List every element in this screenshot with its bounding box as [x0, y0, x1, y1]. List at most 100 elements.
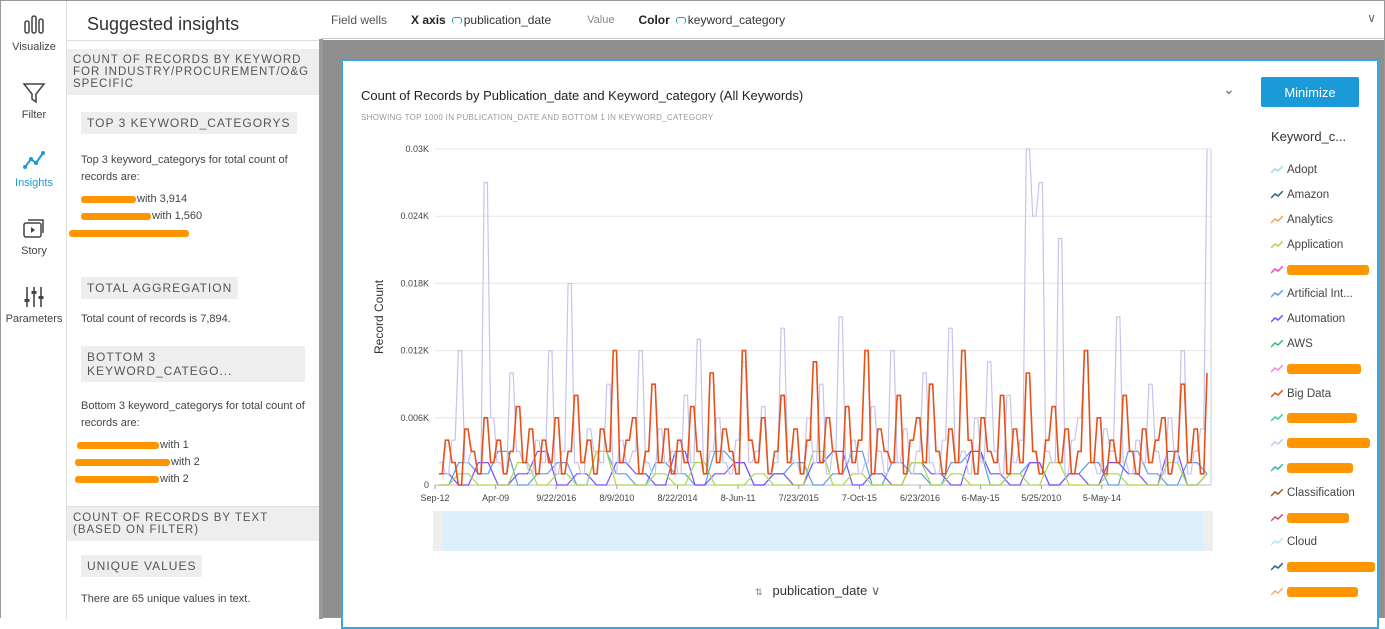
y-tick-label: 0 [424, 480, 429, 490]
x-tick-label: 9/22/2016 [536, 493, 576, 503]
insights-panel: Suggested insights COUNT OF RECORDS BY K… [67, 1, 319, 619]
total-text: Total count of records is 7,894. [81, 313, 231, 325]
top3-item[interactable] [69, 225, 305, 242]
legend-item[interactable] [1271, 356, 1376, 381]
line-swatch-icon [1271, 215, 1283, 224]
redaction [1287, 562, 1375, 573]
rail-story[interactable]: Story [1, 217, 67, 257]
legend-item[interactable]: Automation [1271, 307, 1376, 332]
line-swatch-icon [1271, 513, 1283, 522]
line-chart[interactable]: 0 0.006K 0.012K 0.018K 0.024K 0.03K Record Cou… [343, 61, 1377, 627]
legend-item[interactable]: Big Data [1271, 381, 1376, 406]
series-line-big-data [439, 349, 1208, 486]
x-tick-label: 5-May-14 [1083, 493, 1121, 503]
bar-chart-icon [24, 15, 44, 34]
rail-insights[interactable]: Insights [1, 149, 67, 189]
top3-item[interactable]: with 3,914 [81, 191, 305, 208]
x-tick-label: 8-Jun-11 [721, 493, 756, 503]
legend-item[interactable] [1271, 257, 1376, 282]
range-slider-selection[interactable] [443, 511, 1203, 551]
bottom3-item[interactable]: with 2 [75, 454, 305, 471]
y-axis-title: Record Count [372, 279, 386, 354]
value-well[interactable]: Value [587, 13, 615, 26]
top3-item[interactable]: with 1,560 [81, 208, 305, 225]
x-tick-label: 5/25/2010 [1021, 493, 1061, 503]
insight-section-heading: COUNT OF RECORDS BY TEXT (BASED ON FILTE… [67, 506, 319, 541]
line-swatch-icon [1271, 339, 1283, 348]
legend-item[interactable] [1271, 406, 1376, 431]
minimize-button[interactable]: Minimize [1261, 77, 1359, 107]
rail-label: Visualize [12, 41, 56, 53]
legend-item[interactable]: AWS [1271, 332, 1376, 357]
redaction [75, 475, 159, 483]
top3-heading: TOP 3 KEYWORD_CATEGORYS [81, 112, 297, 134]
x-axis-field[interactable]: publication_date [451, 13, 551, 27]
legend-item[interactable]: Cloud [1271, 530, 1376, 555]
color-field[interactable]: keyword_category [675, 13, 785, 27]
sliders-icon [24, 287, 44, 307]
y-tick-label: 0.012K [400, 346, 429, 356]
line-swatch-icon [1271, 414, 1283, 422]
x-tick-label: Apr-09 [482, 493, 509, 503]
legend-item[interactable]: Artificial Int... [1271, 282, 1376, 307]
sort-icon: ⇅ [755, 587, 763, 597]
panel-scrollbar[interactable] [319, 39, 323, 619]
legend-item[interactable] [1271, 505, 1376, 530]
chevron-down-icon: ∨ [870, 583, 881, 598]
redaction [77, 441, 159, 449]
x-tick-label: 7/23/2015 [779, 493, 819, 503]
legend-item[interactable]: Adopt [1271, 158, 1376, 183]
legend-label: Artificial Int... [1287, 288, 1353, 301]
redaction [81, 195, 136, 203]
rail-visualize[interactable]: Visualize [1, 13, 67, 53]
legend-item[interactable] [1271, 431, 1376, 456]
panel-title: Suggested insights [67, 1, 319, 41]
redaction [1287, 462, 1353, 473]
x-tick-label: 6/23/2016 [900, 493, 940, 503]
legend-item[interactable]: Amazon [1271, 183, 1376, 208]
legend-item[interactable] [1271, 555, 1376, 580]
x-axis-field-menu[interactable]: ⇅ publication_date ∨ [755, 583, 881, 598]
legend-label: Cloud [1287, 536, 1318, 549]
redaction [1287, 264, 1369, 275]
series-line-application [439, 450, 1208, 486]
legend-item[interactable] [1271, 580, 1376, 605]
unique-heading: UNIQUE VALUES [81, 555, 203, 577]
legend: Keyword_c... Adopt Amazon Analytics Applica… [1271, 129, 1376, 604]
x-tick-label: 8/9/2010 [599, 493, 634, 503]
y-tick-label: 0.006K [400, 413, 429, 423]
top3-text: Top 3 keyword_categorys for total count … [81, 154, 288, 183]
legend-label: Application [1287, 238, 1344, 251]
x-tick-label: 6-May-15 [962, 493, 1000, 503]
legend-item[interactable]: Application [1271, 232, 1376, 257]
line-swatch-icon [1271, 315, 1283, 323]
collapse-chevron-icon[interactable]: ∨ [1367, 11, 1376, 25]
legend-label: Amazon [1287, 189, 1330, 202]
line-swatch-icon [1271, 587, 1283, 596]
rail-filter[interactable]: Filter [1, 81, 67, 121]
bottom3-item[interactable]: with 1 [77, 437, 305, 454]
x-axis-label: X axis [411, 12, 446, 27]
x-tick-label: 8/22/2014 [657, 493, 697, 503]
line-swatch-icon [1271, 389, 1283, 398]
rail-parameters[interactable]: Parameters [1, 285, 67, 325]
visual-menu-chevron-icon[interactable]: ⌄ [1223, 81, 1235, 97]
redaction [1287, 438, 1370, 449]
line-swatch-icon [1271, 191, 1283, 199]
legend-item[interactable]: Analytics [1271, 208, 1376, 233]
legend-label: Classification [1287, 486, 1355, 499]
line-swatch-icon [1271, 439, 1283, 447]
redaction [1287, 363, 1361, 374]
redaction [1287, 413, 1357, 424]
left-nav-rail: Visualize Filter Insights Story Parameters [1, 1, 67, 619]
legend-item[interactable]: Classification [1271, 480, 1376, 505]
bottom3-item[interactable]: with 2 [75, 471, 305, 488]
field-wells-bar: Field wells X axis publication_date Valu… [321, 1, 1384, 39]
line-swatch-icon [1271, 364, 1283, 373]
legend-item[interactable] [1271, 456, 1376, 481]
line-swatch-icon [1271, 563, 1283, 571]
dimension-icon [451, 16, 462, 24]
legend-label: Big Data [1287, 387, 1332, 400]
total-heading: TOTAL AGGREGATION [81, 277, 239, 299]
chart-title: Count of Records by Publication_date and… [361, 88, 804, 103]
